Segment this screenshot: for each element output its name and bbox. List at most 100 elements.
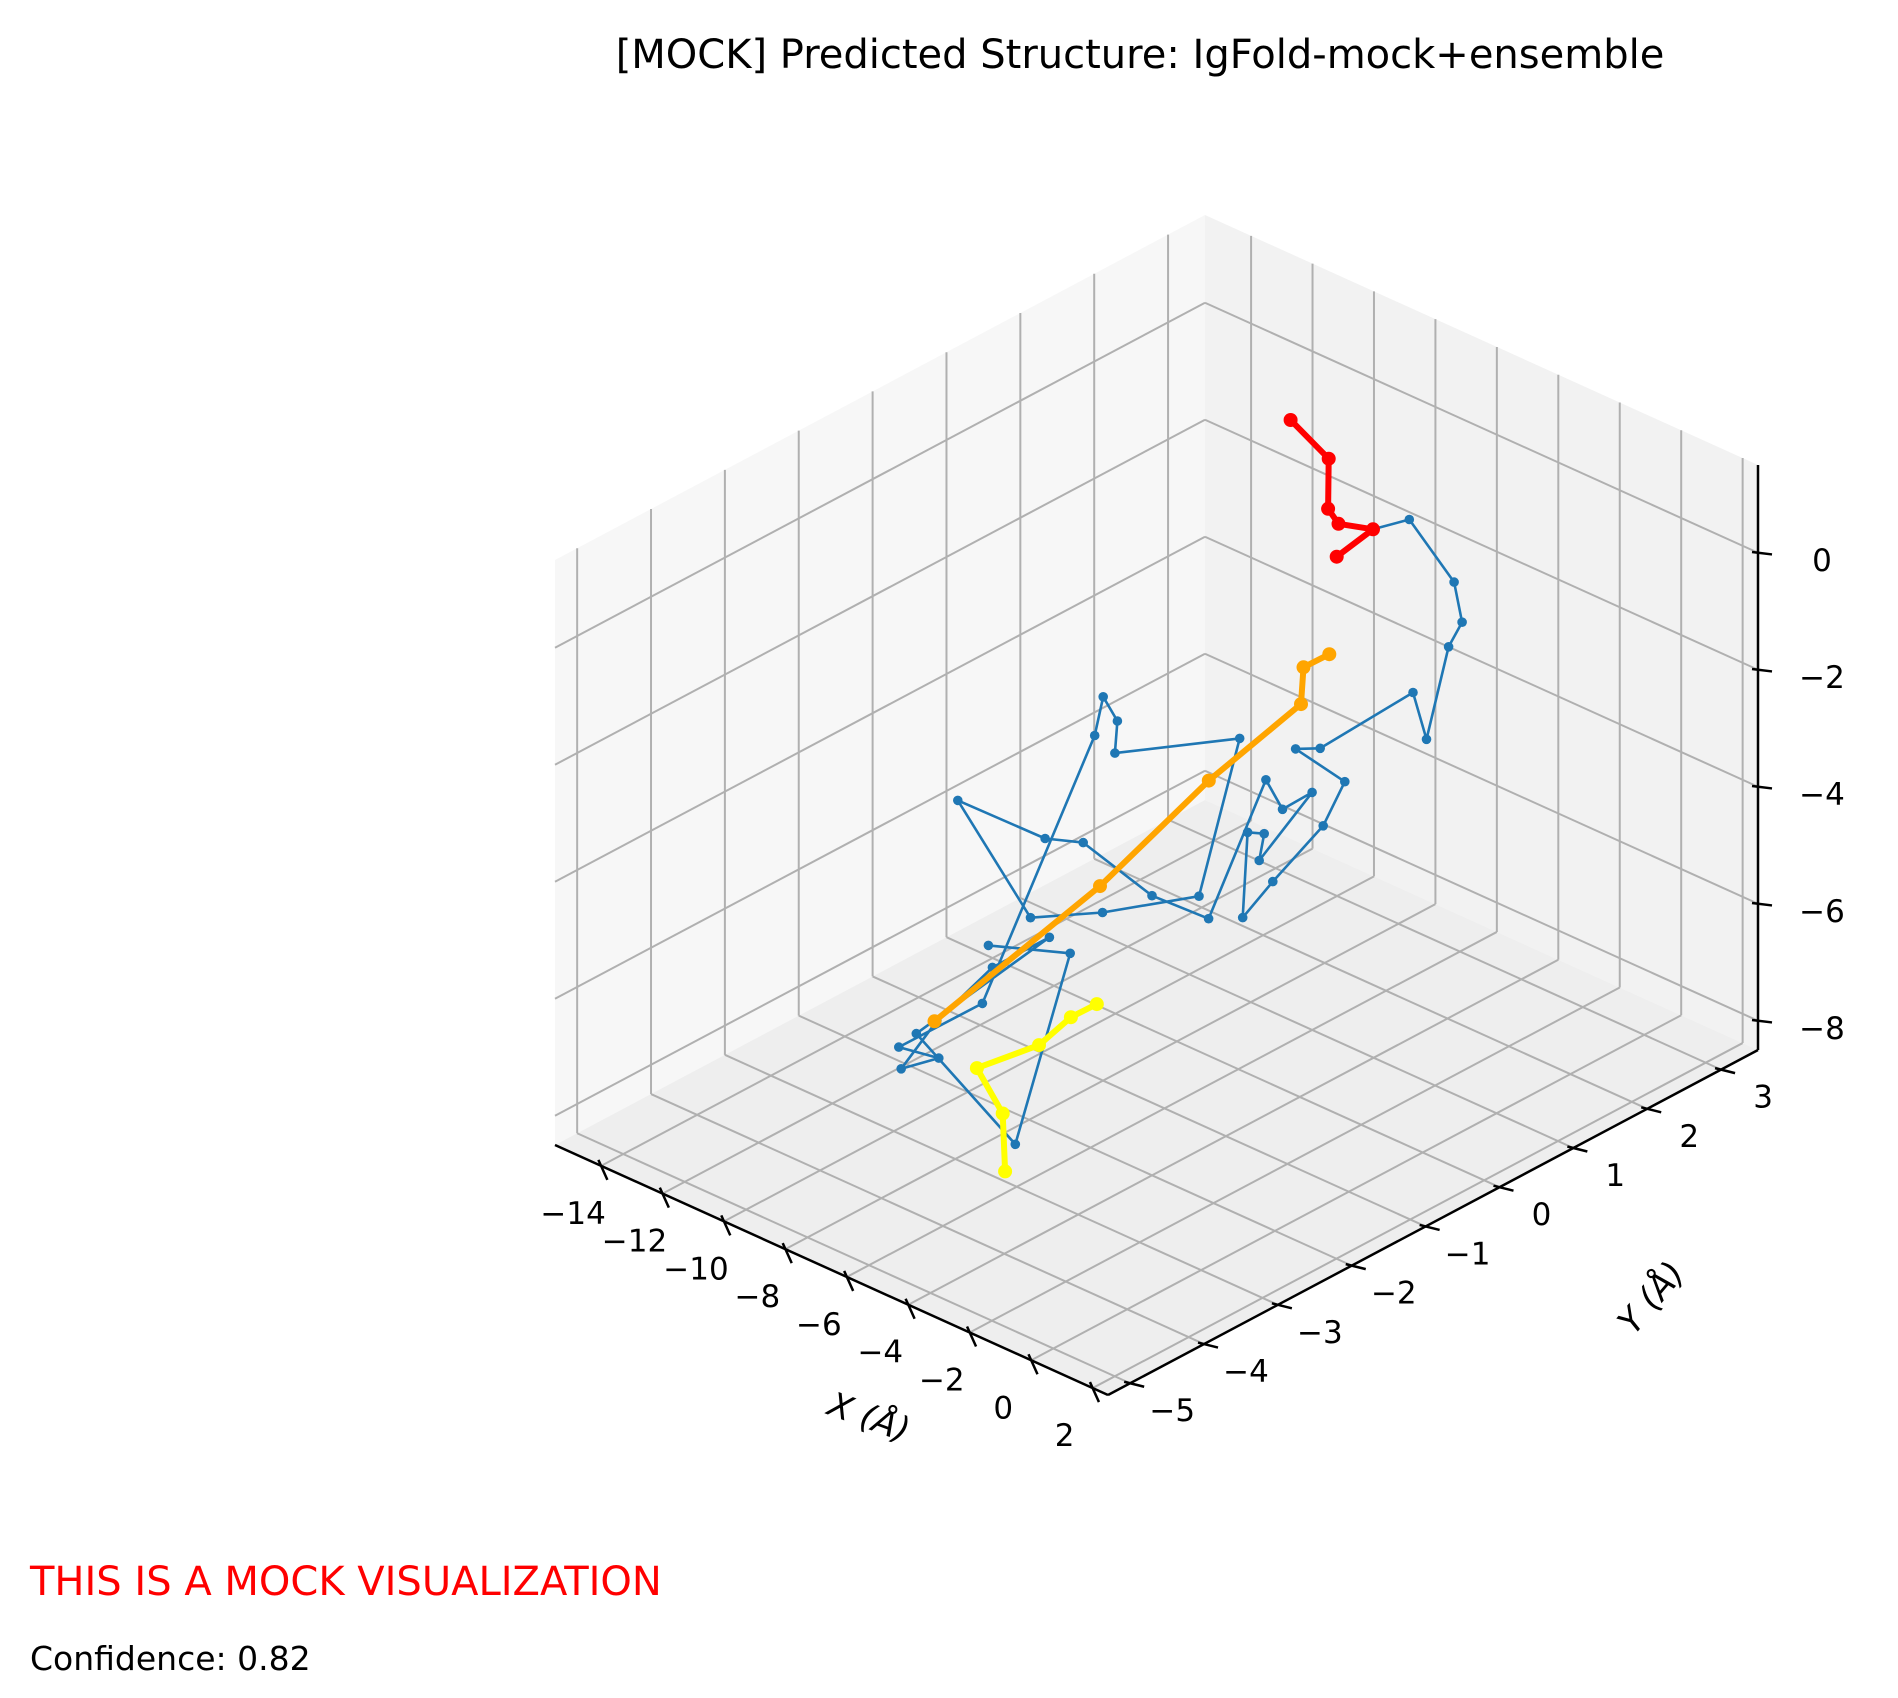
region-yellow-point: [995, 1106, 1010, 1121]
x-tick-mark: [658, 1187, 670, 1209]
region-yellow-point: [969, 1061, 984, 1076]
x-tick-mark: [720, 1214, 732, 1236]
grid-line-z-right: [1204, 301, 1759, 554]
grid-line-z-left: [554, 301, 1206, 649]
region-yellow-point: [1032, 1038, 1046, 1053]
backbone-point: [1065, 948, 1075, 959]
backbone-point: [1098, 692, 1108, 702]
region-orange-point: [1093, 879, 1107, 894]
x-tick-label: −6: [796, 1307, 842, 1343]
x-tick-mark: [843, 1270, 855, 1292]
x-tick-mark: [965, 1325, 978, 1348]
backbone-point: [1408, 687, 1418, 698]
x-tick-label: −2: [919, 1363, 965, 1399]
backbone-point: [977, 998, 988, 1009]
y-tick-label: 1: [1605, 1158, 1625, 1194]
x-tick-label: −10: [663, 1251, 728, 1287]
backbone-point: [934, 1053, 944, 1063]
backbone-point: [896, 1064, 906, 1074]
grid-line-x-floor: [600, 819, 1252, 1167]
confidence-text: Confidence: 0.82: [30, 1639, 311, 1678]
y-tick-label: −3: [1297, 1315, 1343, 1351]
x-tick-label: 0: [993, 1390, 1013, 1426]
grid-line-z-left: [554, 652, 1206, 1000]
grid-line-y-floor: [1093, 857, 1648, 1110]
backbone-point: [1421, 734, 1432, 745]
z-tick-label: −4: [1799, 777, 1845, 813]
region-orange-point: [1294, 697, 1308, 712]
z-tick-mark: [1751, 667, 1773, 673]
x-tick-mark: [1088, 1381, 1101, 1403]
y-tick-mark: [1567, 1145, 1588, 1153]
region-orange-point: [1322, 647, 1337, 662]
axis-ticks: −14−12−10−8−6−4−202−5−4−3−2−10123−8−6−4−…: [540, 543, 1844, 1454]
grid-line-x-floor: [784, 903, 1436, 1251]
grid-line-x-floor: [723, 875, 1375, 1223]
backbone-point: [1025, 912, 1036, 923]
x-tick-label: −14: [540, 1196, 605, 1232]
backbone-point: [1449, 577, 1459, 587]
region-red-point: [1366, 522, 1380, 537]
y-tick-label: −4: [1223, 1354, 1269, 1390]
y-tick-label: 2: [1679, 1119, 1699, 1155]
grid-line-y-floor: [872, 975, 1427, 1228]
grid-lines: [554, 234, 1759, 1389]
backbone-point: [1203, 913, 1214, 924]
backbone-point: [1089, 730, 1100, 741]
x-tick-mark: [904, 1298, 916, 1320]
backbone-point: [894, 1042, 904, 1052]
backbone-point: [1078, 837, 1088, 848]
x-tick-label: −4: [857, 1335, 903, 1371]
backbone-point: [1234, 733, 1245, 744]
y-tick-mark: [1714, 1066, 1736, 1075]
y-tick-mark: [1271, 1302, 1293, 1310]
region-yellow-point: [1063, 1010, 1078, 1025]
z-tick-label: −6: [1799, 894, 1845, 930]
region-orange-point: [927, 1014, 942, 1029]
backbone-point: [953, 795, 963, 806]
backbone-point: [1307, 787, 1317, 798]
region-red-point: [1329, 549, 1344, 564]
backbone-point: [1110, 748, 1120, 758]
z-tick-mark: [1751, 550, 1773, 556]
y-tick-label: −5: [1149, 1393, 1195, 1429]
x-tick-label: −12: [602, 1224, 667, 1260]
axes-3d: −14−12−10−8−6−4−202−5−4−3−2−10123−8−6−4−…: [540, 215, 1845, 1454]
x-tick-mark: [1027, 1353, 1039, 1375]
grid-line-x-floor: [846, 931, 1498, 1278]
grid-line-y-floor: [798, 1014, 1353, 1267]
x-tick-label: −8: [735, 1279, 781, 1315]
backbone-point: [1242, 827, 1253, 838]
grid-line-z-right: [1204, 652, 1759, 905]
grid-line-z-right: [1204, 418, 1759, 671]
y-tick-label: −2: [1371, 1276, 1417, 1312]
region-yellow-point: [998, 1164, 1013, 1179]
grid-line-y-floor: [724, 1053, 1279, 1306]
y-tick-mark: [1419, 1223, 1440, 1232]
z-tick-mark: [1751, 901, 1773, 907]
x-axis-line: [554, 1143, 1109, 1397]
y-tick-mark: [1640, 1106, 1662, 1114]
backbone-point: [1040, 833, 1050, 844]
backbone-point: [911, 1028, 922, 1039]
backbone-point: [1194, 891, 1204, 901]
backbone-point: [1315, 743, 1325, 754]
grid-line-y-floor: [1019, 897, 1574, 1149]
y-tick-label: −1: [1445, 1236, 1491, 1272]
region-red-point: [1321, 451, 1336, 466]
backbone-point: [1268, 876, 1278, 887]
z-tick-label: −8: [1799, 1011, 1845, 1047]
region-red-line: [1287, 417, 1376, 560]
pane-floor: [555, 800, 1758, 1395]
backbone-point: [1147, 890, 1157, 901]
y-axis-label: Y (Å): [1609, 1253, 1693, 1342]
data-series: [894, 413, 1467, 1179]
backbone-point: [1261, 775, 1271, 785]
backbone-point: [1290, 744, 1301, 754]
x-tick-mark: [781, 1242, 793, 1264]
backbone-point: [1044, 932, 1055, 943]
grid-line-z-left: [554, 769, 1206, 1117]
backbone-point: [1237, 912, 1248, 923]
region-red-point: [1331, 516, 1346, 531]
backbone-point: [1404, 514, 1415, 525]
